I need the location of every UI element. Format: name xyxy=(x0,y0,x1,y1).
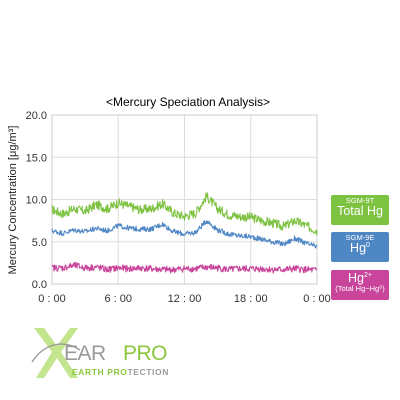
legend-elemental-hg-sup: 0 xyxy=(366,241,370,249)
x-tick-label: 12 : 00 xyxy=(168,293,202,305)
series-line-total-hg xyxy=(51,192,318,236)
y-axis-label: Mercury Concentration [μg/m³] xyxy=(7,126,19,275)
legend-elemental-hg-model: SGM-9E xyxy=(345,233,375,242)
logo-tagline: EARTH PROTECTION xyxy=(72,367,169,377)
plot-frame xyxy=(51,114,318,285)
logo-brand-pro: PRO xyxy=(123,342,167,365)
x-tick-label: 0 : 00 xyxy=(38,293,66,305)
legend-oxidized-hg-note: (Total Hg−Hg⁰) xyxy=(335,284,385,294)
legend-elemental-hg-label: Hg xyxy=(350,241,367,256)
legend-oxidized-hg-label: Hg xyxy=(348,271,364,286)
legend-elemental-hg: SGM-9E Hg0 xyxy=(331,232,389,262)
x-tick-labels: 0 : 00 6 : 00 12 : 00 18 : 00 0 : 00 xyxy=(38,293,331,305)
logo-brand-ear: EAR xyxy=(64,342,106,365)
chart-title: <Mercury Speciation Analysis> xyxy=(106,95,270,109)
legend-total-hg-model: SGM-9T xyxy=(345,196,375,205)
y-tick-label: 20.0 xyxy=(26,110,47,122)
logo-tagline-b: TECTION xyxy=(127,367,169,377)
x-tick-label: 0 : 00 xyxy=(303,293,331,305)
legend-oxidized-hg: Hg2+ (Total Hg−Hg⁰) xyxy=(331,270,389,300)
y-tick-label: 10.0 xyxy=(26,195,47,207)
series-line-oxidized-hg xyxy=(51,261,318,274)
logo-x-mark xyxy=(31,328,81,378)
logo-tagline-a: EARTH PRO xyxy=(72,367,127,377)
y-tick-labels: 0.0 5.0 10.0 15.0 20.0 xyxy=(26,110,47,291)
series-lines xyxy=(51,192,318,274)
y-tick-label: 0.0 xyxy=(32,279,47,291)
legend-total-hg-label: Total Hg xyxy=(337,203,383,218)
legend-oxidized-hg-sup: 2+ xyxy=(364,272,372,279)
legend-total-hg: SGM-9T Total Hg xyxy=(331,195,389,225)
earpro-logo: EAR PRO EARTH PROTECTION xyxy=(31,328,169,378)
series-line-elemental-hg xyxy=(51,220,318,249)
y-tick-label: 15.0 xyxy=(26,152,47,164)
x-tick-label: 18 : 00 xyxy=(234,293,268,305)
grid-lines xyxy=(51,114,318,285)
y-tick-label: 5.0 xyxy=(32,237,47,249)
x-tick-label: 6 : 00 xyxy=(104,293,132,305)
